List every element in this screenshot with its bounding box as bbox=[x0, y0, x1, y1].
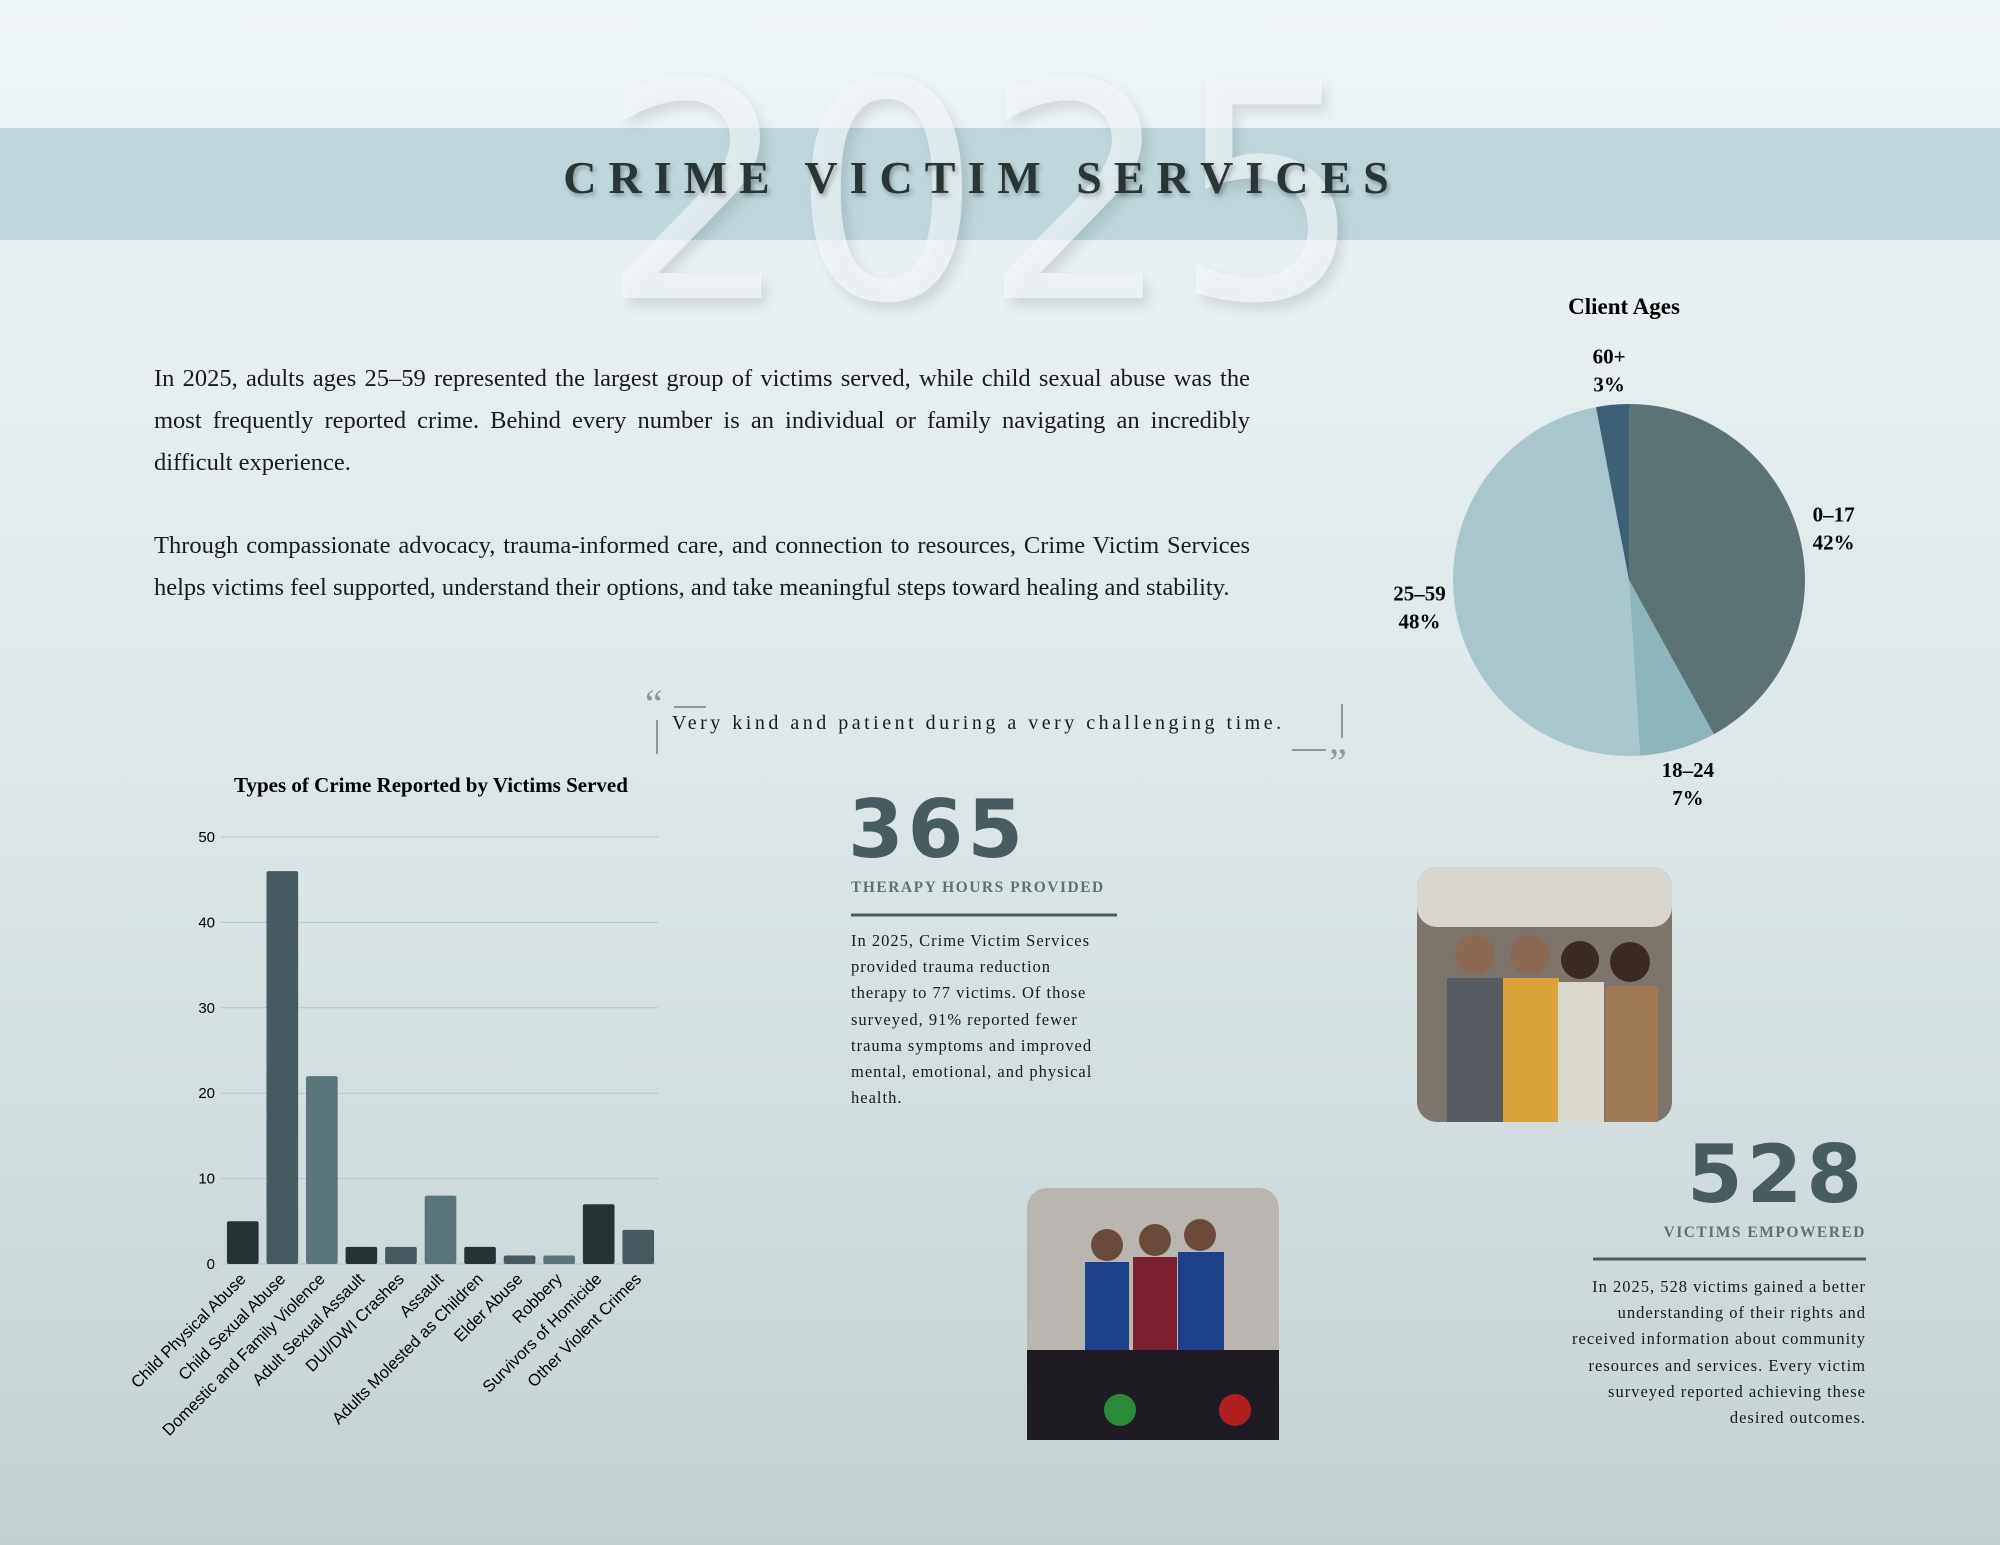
slice-label: 0–17 bbox=[1813, 502, 1855, 526]
chart-title: Types of Crime Reported by Victims Serve… bbox=[234, 773, 628, 797]
slice-value: 7% bbox=[1672, 786, 1704, 810]
background-year: 2025 bbox=[600, 20, 1363, 369]
stat-number: 528 bbox=[1687, 1128, 1866, 1221]
y-tick-label: 30 bbox=[198, 1000, 215, 1017]
slice-value: 42% bbox=[1813, 530, 1855, 554]
pie-slice bbox=[1629, 404, 1806, 735]
y-tick-label: 50 bbox=[198, 829, 215, 846]
bar bbox=[503, 1255, 536, 1264]
photo bbox=[1417, 867, 1672, 1122]
slice-label: 25–59 bbox=[1393, 581, 1446, 605]
stat-text: In 2025, 528 victims gained a better und… bbox=[1572, 1277, 1866, 1428]
chart-title: Client Ages bbox=[1568, 294, 1680, 319]
y-tick-label: 20 bbox=[198, 1085, 215, 1102]
page-title: CRIME VICTIM SERVICES bbox=[563, 152, 1400, 203]
bar bbox=[226, 1221, 259, 1264]
bar bbox=[543, 1255, 575, 1264]
pie-slice bbox=[1629, 580, 1714, 756]
bar bbox=[464, 1246, 496, 1264]
svg-text:“: “ bbox=[645, 681, 663, 726]
paragraph: In 2025, adults ages 25–59 represented t… bbox=[154, 365, 1250, 476]
y-tick-label: 40 bbox=[198, 914, 215, 931]
bar bbox=[582, 1204, 615, 1264]
stat-text: In 2025, Crime Victim Services provided … bbox=[851, 931, 1093, 1108]
stat-label: VICTIMS EMPOWERED bbox=[1663, 1224, 1866, 1241]
bar bbox=[266, 871, 299, 1264]
title-band bbox=[0, 128, 2000, 240]
bar bbox=[306, 1076, 338, 1264]
quote-marks: “ ” bbox=[645, 681, 1347, 785]
bar bbox=[385, 1246, 417, 1264]
bar bbox=[622, 1229, 655, 1264]
pie-slice bbox=[1596, 404, 1629, 580]
paragraph: Through compassionate advocacy, trauma-i… bbox=[154, 532, 1250, 601]
slice-label: 60+ bbox=[1593, 345, 1626, 369]
stat-number: 365 bbox=[848, 783, 1027, 876]
bar bbox=[345, 1246, 378, 1264]
y-tick-label: 0 bbox=[207, 1256, 215, 1273]
bar bbox=[424, 1195, 457, 1264]
slice-value: 3% bbox=[1593, 373, 1625, 397]
x-tick-label: Domestic and Family Violence bbox=[159, 1270, 328, 1439]
slice-label: 18–24 bbox=[1662, 758, 1715, 782]
slice-value: 48% bbox=[1398, 609, 1440, 633]
stat-label: THERAPY HOURS PROVIDED bbox=[851, 879, 1105, 896]
pie-slice bbox=[1452, 407, 1641, 756]
svg-text:”: ” bbox=[1329, 740, 1347, 785]
y-tick-label: 10 bbox=[198, 1171, 215, 1188]
photo bbox=[1027, 1188, 1279, 1440]
quote: Very kind and patient during a very chal… bbox=[672, 712, 1285, 734]
